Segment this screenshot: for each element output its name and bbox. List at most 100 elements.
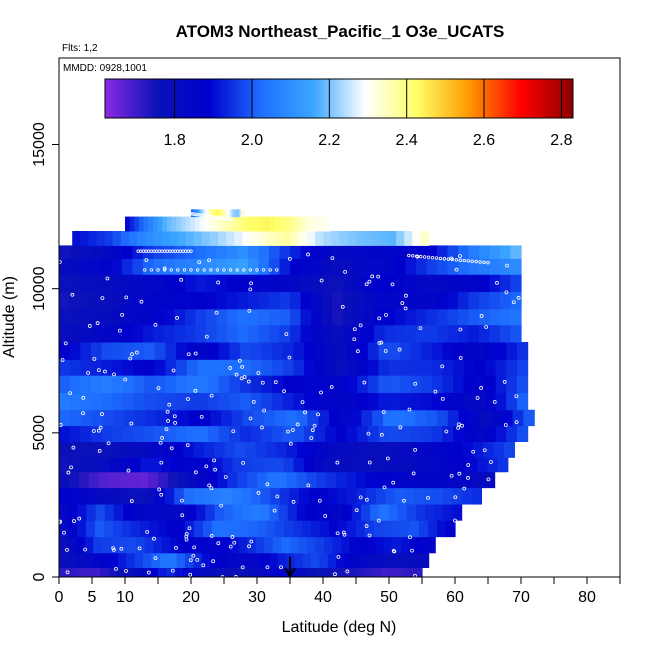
- heatmap-cell: [133, 342, 145, 360]
- sample-point: [505, 263, 509, 268]
- heatmap-cell: [510, 291, 522, 310]
- heatmap-cell: [364, 567, 374, 578]
- heatmap-cell: [431, 441, 443, 458]
- heatmap-cell: [212, 209, 215, 218]
- heatmap-cell: [392, 520, 402, 538]
- sample-point: [248, 416, 253, 421]
- heatmap-cell: [250, 392, 262, 411]
- heatmap-cell: [405, 471, 416, 489]
- heatmap-cell: [363, 231, 373, 246]
- heatmap-cell: [489, 308, 501, 326]
- sample-point: [377, 341, 382, 345]
- heatmap-cell: [190, 216, 196, 232]
- heatmap-cell: [206, 209, 209, 218]
- heatmap-cell: [80, 375, 92, 393]
- sample-point: [112, 372, 116, 377]
- heatmap-cell: [339, 231, 349, 246]
- sample-point: [295, 422, 300, 427]
- sample-point: [288, 441, 293, 446]
- heatmap-cell: [251, 487, 262, 505]
- heatmap-cell: [458, 245, 470, 259]
- heatmap-cell: [227, 308, 239, 326]
- heatmap-cell: [300, 308, 312, 326]
- heatmap-cell: [272, 536, 282, 554]
- sample-point: [272, 508, 277, 513]
- heatmap-cell: [108, 471, 119, 489]
- heatmap-cell: [500, 324, 512, 343]
- sample-point: [262, 408, 267, 413]
- heatmap-cell: [290, 231, 300, 246]
- heatmap-cell: [59, 487, 70, 505]
- track-sample-point: [189, 211, 193, 216]
- sample-point: [111, 546, 116, 551]
- heatmap-cell: [221, 209, 223, 218]
- heatmap-cell: [185, 258, 197, 275]
- sample-point: [342, 532, 347, 537]
- heatmap-cell: [59, 441, 70, 458]
- heatmap-cell: [123, 409, 136, 427]
- heatmap-cell: [201, 209, 204, 218]
- heatmap-cell: [456, 457, 468, 473]
- heatmap-cell: [187, 504, 197, 521]
- heatmap-cell: [217, 209, 220, 218]
- heatmap-cell: [216, 245, 228, 259]
- heatmap-cell: [84, 536, 94, 554]
- heatmap-cell: [395, 324, 407, 343]
- heatmap-cell: [275, 520, 285, 538]
- heatmap-cell: [437, 324, 449, 343]
- heatmap-cell: [506, 342, 518, 360]
- heatmap-cell: [68, 471, 80, 489]
- heatmap-cell: [227, 258, 239, 275]
- heatmap-cell: [242, 409, 254, 427]
- heatmap-cell: [431, 375, 443, 393]
- sample-point: [247, 308, 252, 313]
- heatmap-cell: [446, 520, 456, 538]
- heatmap-cell: [344, 457, 356, 473]
- heatmap-cell: [300, 258, 312, 275]
- sample-point: [247, 544, 251, 549]
- heatmap-cell: [274, 231, 284, 246]
- sample-point: [303, 410, 307, 415]
- heatmap-cell: [153, 324, 165, 343]
- flights-label: Flts: 1,2: [62, 43, 98, 54]
- heatmap-cell: [397, 504, 408, 521]
- heatmap-cell: [414, 487, 425, 505]
- sample-point: [62, 530, 66, 535]
- heatmap-cell: [447, 258, 459, 275]
- sample-point: [306, 483, 311, 488]
- heatmap-cell: [137, 231, 146, 246]
- sample-point: [251, 399, 256, 404]
- heatmap-cell: [383, 409, 395, 427]
- sample-points: [57, 211, 521, 579]
- sample-point: [186, 352, 191, 357]
- heatmap-cell: [395, 552, 404, 568]
- heatmap-cell: [227, 209, 229, 218]
- heatmap-cell: [421, 425, 433, 442]
- sample-point: [411, 471, 416, 476]
- heatmap-cell: [395, 274, 407, 293]
- sample-point: [197, 260, 202, 265]
- sample-point: [71, 445, 76, 450]
- sample-point: [433, 389, 438, 394]
- heatmap-cell: [197, 425, 209, 442]
- sample-point: [106, 441, 111, 446]
- heatmap-cell: [383, 520, 393, 538]
- heatmap-cell: [290, 258, 302, 275]
- heatmap-cell: [469, 409, 481, 427]
- heatmap-cell: [257, 520, 267, 538]
- heatmap-cell: [237, 209, 240, 218]
- heatmap-cell: [248, 308, 260, 326]
- heatmap-cell: [290, 291, 302, 310]
- heatmap-cell: [129, 216, 135, 232]
- heatmap-cell: [447, 291, 459, 310]
- heatmap-cell: [348, 441, 360, 458]
- heatmap-cell: [122, 245, 134, 259]
- sample-point: [503, 423, 508, 427]
- heatmap-cell: [236, 216, 242, 232]
- heatmap-cell: [445, 471, 456, 489]
- heatmap-cell: [306, 216, 312, 232]
- heatmap-cell: [222, 457, 233, 473]
- heatmap-cell: [374, 274, 386, 293]
- heatmap-cell: [237, 324, 249, 343]
- sample-point: [216, 280, 221, 285]
